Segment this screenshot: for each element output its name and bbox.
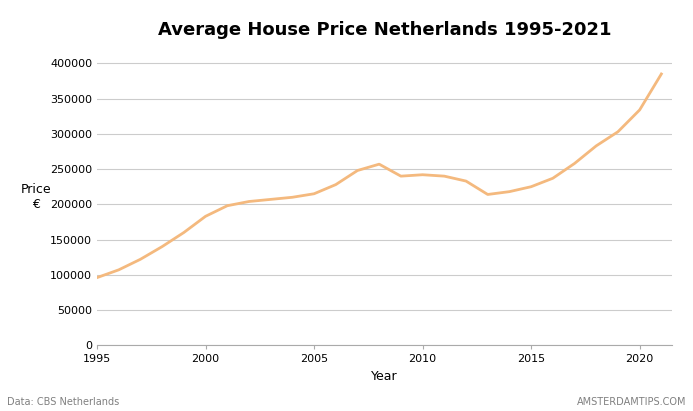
Text: Data: CBS Netherlands: Data: CBS Netherlands xyxy=(7,397,119,407)
Y-axis label: Price
€: Price € xyxy=(21,183,51,211)
X-axis label: Year: Year xyxy=(371,370,398,383)
Text: AMSTERDAMTIPS.COM: AMSTERDAMTIPS.COM xyxy=(577,397,686,407)
Title: Average House Price Netherlands 1995-2021: Average House Price Netherlands 1995-202… xyxy=(158,21,611,39)
